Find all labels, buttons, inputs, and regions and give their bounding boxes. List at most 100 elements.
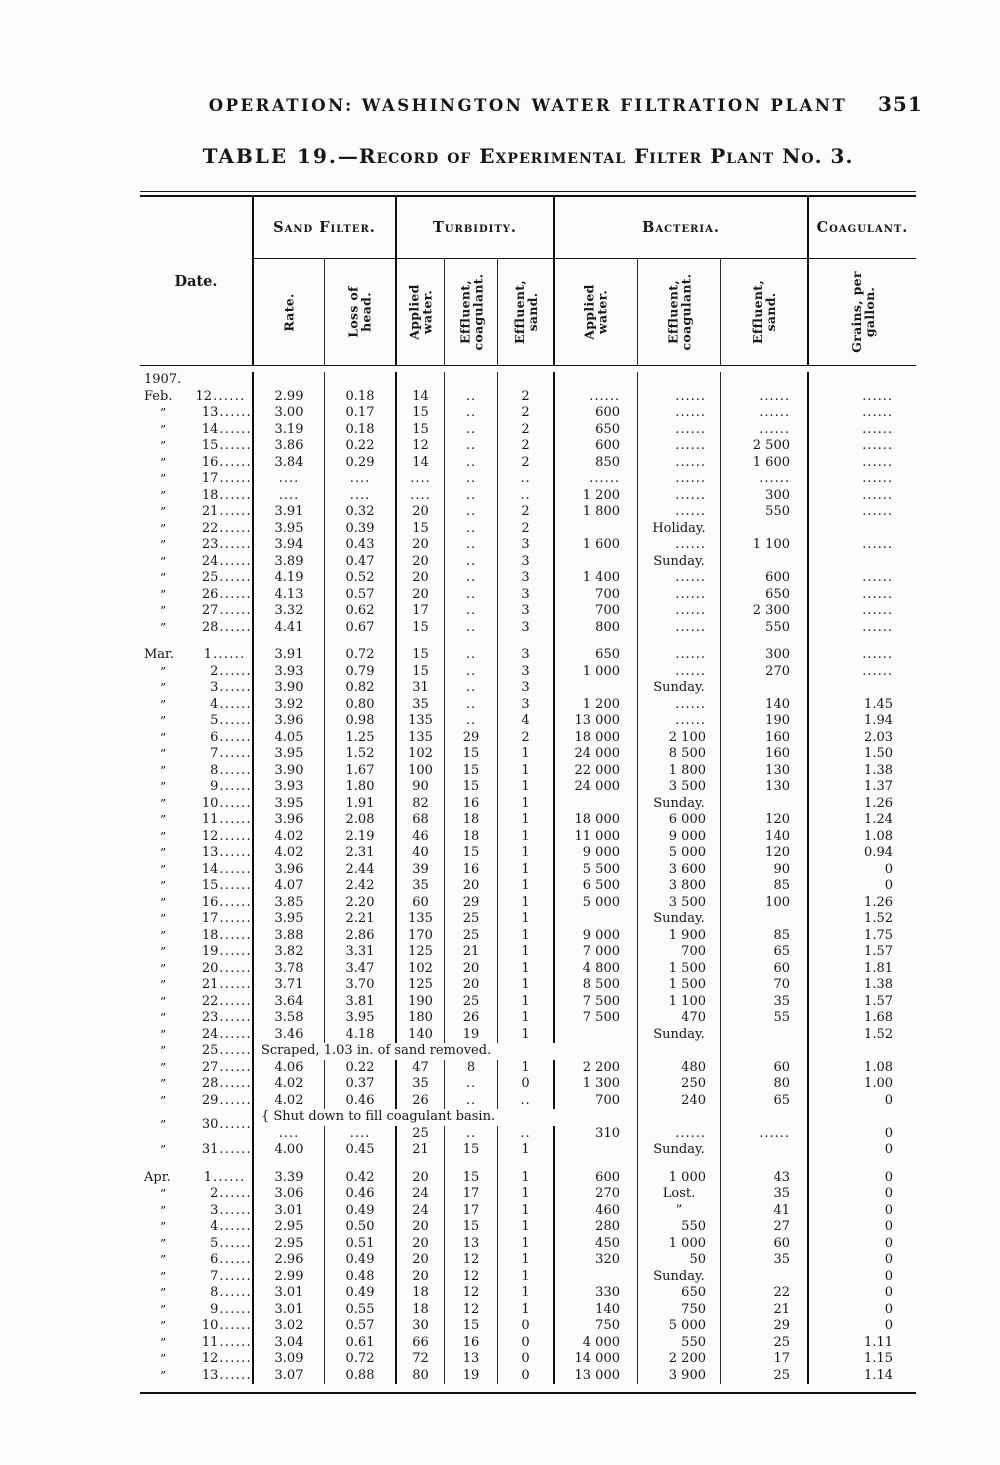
- date-cell: Mar. 1......: [140, 647, 252, 664]
- table-cell: ..: [444, 471, 497, 488]
- table-cell: 80: [720, 1076, 807, 1093]
- table-row: ” 22...... 3.95 0.39 15.. 2 Holiday.: [140, 520, 916, 537]
- table-cell: 4.07: [252, 878, 324, 895]
- table-cell: 14: [395, 388, 444, 405]
- column-header-date: Date.: [174, 272, 218, 290]
- table-cell: 4.05: [252, 729, 324, 746]
- table-cell: 1: [497, 762, 553, 779]
- column-header-turbidity-effluent-coagulant: Effluent, coagulant.: [444, 259, 497, 365]
- table-cell: [444, 636, 497, 647]
- table-cell: 2 200: [553, 1059, 637, 1076]
- table-cell: 0.57: [324, 1318, 395, 1335]
- leader-dots: ......: [219, 746, 252, 761]
- table-cell: [553, 680, 637, 697]
- leader-dots: ......: [219, 1334, 252, 1350]
- table-cell: 2.96: [252, 1252, 324, 1269]
- page-number: 351: [878, 92, 923, 116]
- table-cell: 0.49: [324, 1285, 395, 1302]
- table-row: ” 16...... 3.85 2.20 60 29 1 5 000 3 500 100 1.26: [140, 894, 916, 912]
- table-cell: 1 000: [637, 1235, 720, 1252]
- leader-dots: ......: [219, 944, 252, 959]
- table-cell: [444, 1158, 497, 1170]
- table-cell: [553, 1142, 637, 1159]
- table-cell: ..: [444, 570, 497, 587]
- table-cell: ......: [807, 570, 916, 587]
- table-cell: 15: [395, 405, 444, 422]
- table-cell: 3 900: [637, 1367, 720, 1384]
- table-row: ” 26...... 4.13 0.57 20.. 3 700...... 650......: [140, 586, 916, 603]
- table-cell: 9 000: [553, 845, 637, 862]
- table-cell: ......: [720, 421, 807, 438]
- table-cell: ......: [637, 438, 720, 455]
- month-label: ”: [160, 604, 167, 618]
- table-cell: Sunday.: [637, 795, 720, 812]
- date-cell: ” 30......: [140, 1117, 252, 1134]
- table-cell: 15: [395, 520, 444, 537]
- date-cell: ” 6......: [140, 1252, 252, 1269]
- table-cell: 3.78: [252, 960, 324, 977]
- leader-dots: ......: [219, 795, 252, 811]
- table-cell: 1.00: [807, 1076, 916, 1093]
- leader-dots: ......: [219, 1186, 252, 1201]
- table-cell: [497, 372, 553, 389]
- leader-dots: ......: [219, 1285, 252, 1300]
- table-cell: 4 000: [553, 1334, 637, 1351]
- month-label: ”: [160, 1319, 167, 1333]
- date-cell: ” 6......: [140, 730, 252, 747]
- table-cell: 14: [395, 454, 444, 471]
- day-label: 17: [201, 911, 219, 926]
- table-cell: 0: [807, 1318, 916, 1335]
- table-cell: 1: [497, 927, 553, 944]
- table-cell: 3: [497, 647, 553, 664]
- day-label: 9: [210, 779, 219, 794]
- date-cell: ” 16......: [140, 895, 252, 912]
- table-cell: 3: [497, 570, 553, 587]
- table-cell: 17: [395, 603, 444, 620]
- table-cell: 3.04: [252, 1334, 324, 1351]
- table-cell: 650: [553, 421, 637, 438]
- table-cell: 16: [444, 1334, 497, 1351]
- table-cell: 6 500: [553, 878, 637, 895]
- table-cell: [720, 1043, 807, 1060]
- table-row: ” 12...... 3.09 0.72 72 13 0 14 000 2 200 17 1.15: [140, 1351, 916, 1368]
- leader-dots: ......: [219, 570, 252, 585]
- leader-dots: ......: [219, 779, 252, 794]
- table-row: ” 28...... 4.02 0.37 35.. 0 1 300 250 80 1.00: [140, 1076, 916, 1093]
- date-cell: ” 9......: [140, 1302, 252, 1319]
- table-cell: [553, 520, 637, 537]
- table-cell: 8 500: [637, 746, 720, 763]
- table-cell: 650: [553, 647, 637, 664]
- leader-dots: ......: [219, 993, 252, 1009]
- table-cell: 0: [497, 1334, 553, 1351]
- table-cell: 2.44: [324, 861, 395, 878]
- leader-dots: ......: [219, 603, 252, 618]
- date-cell: ” 24......: [140, 554, 252, 571]
- table-cell: 18: [395, 1301, 444, 1318]
- table-cell: ..: [444, 504, 497, 521]
- table-cell: 20: [395, 1235, 444, 1252]
- table-cell: 0.22: [324, 438, 395, 455]
- table-cell: 2 100: [637, 729, 720, 746]
- day-label: 3: [210, 1202, 219, 1218]
- note-cell: { Shut down to fill coagulant basin.: [252, 1109, 637, 1126]
- table-cell: 3.46: [252, 1026, 324, 1043]
- table-cell: 0: [807, 1301, 916, 1318]
- day-label: 27: [201, 1059, 219, 1075]
- table-cell: 4.41: [252, 619, 324, 636]
- table-cell: 19: [444, 1367, 497, 1384]
- table-cell: 1: [497, 944, 553, 961]
- table-cell: 750: [637, 1301, 720, 1318]
- date-cell: ” 27......: [140, 1060, 252, 1077]
- table-cell: 650: [720, 586, 807, 603]
- table-cell: 310: [553, 1125, 637, 1142]
- table-cell: 160: [720, 729, 807, 746]
- table-cell: 35: [395, 878, 444, 895]
- table-cell: [807, 1043, 916, 1060]
- table-row: ” 14...... 3.19 0.18 15.. 2 650...............…: [140, 421, 916, 438]
- day-label: 22: [201, 993, 219, 1009]
- table-cell: 1: [497, 779, 553, 796]
- table-cell: 1: [497, 1142, 553, 1159]
- table-cell: 3.93: [252, 779, 324, 796]
- table-cell: 3.95: [324, 1010, 395, 1027]
- day-label: 21: [201, 977, 219, 992]
